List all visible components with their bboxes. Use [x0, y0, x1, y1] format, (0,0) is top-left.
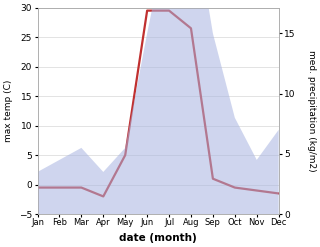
Y-axis label: max temp (C): max temp (C): [4, 80, 13, 142]
X-axis label: date (month): date (month): [119, 233, 197, 243]
Y-axis label: med. precipitation (kg/m2): med. precipitation (kg/m2): [307, 50, 316, 172]
